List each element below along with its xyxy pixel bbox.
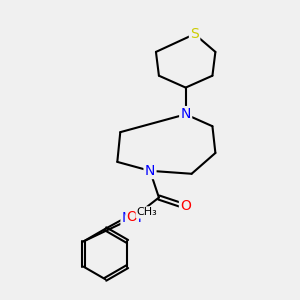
Text: NH: NH (122, 212, 142, 225)
Text: CH₃: CH₃ (137, 207, 158, 218)
Text: S: S (190, 27, 199, 41)
Text: O: O (180, 200, 191, 214)
Text: N: N (145, 164, 155, 178)
Text: O: O (127, 210, 138, 224)
Text: N: N (181, 107, 191, 121)
